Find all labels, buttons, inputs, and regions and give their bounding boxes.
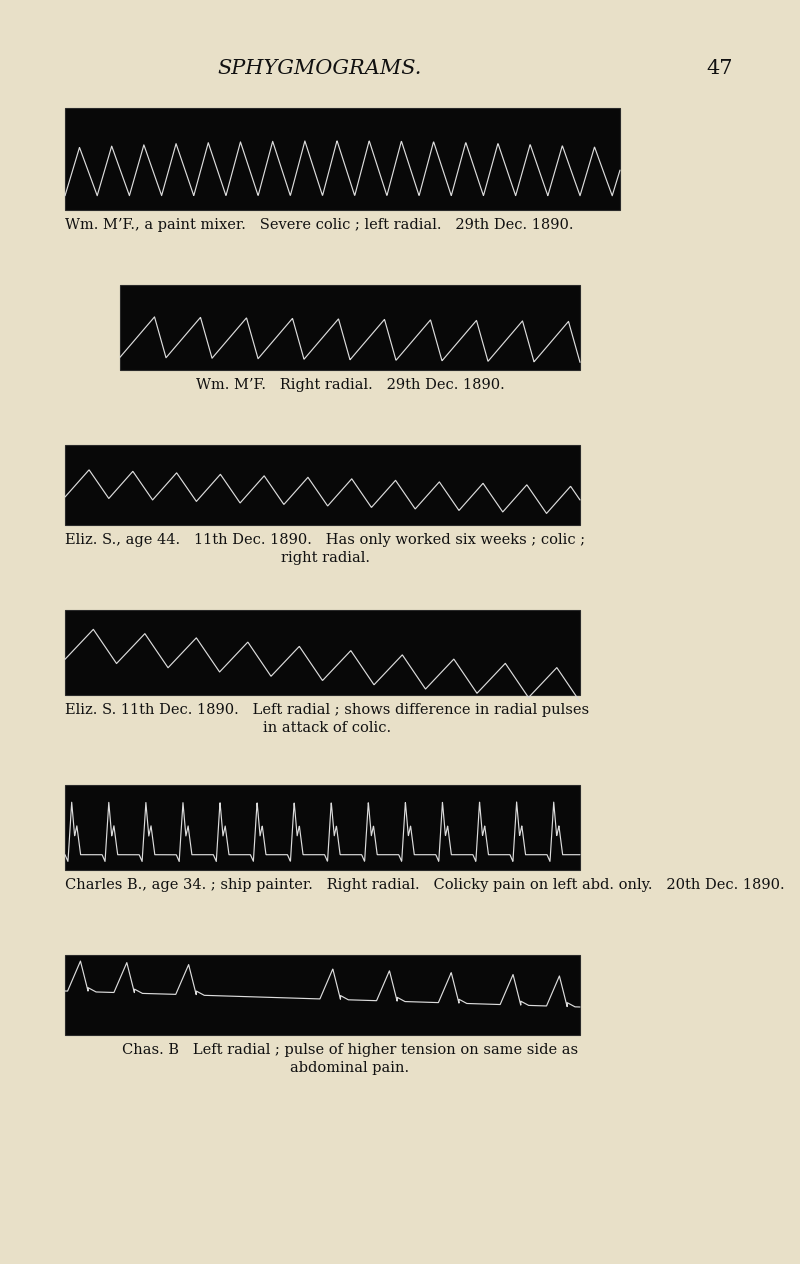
Bar — [65, 611, 580, 695]
Text: Wm. M’F., a paint mixer.   Severe colic ; left radial.   29th Dec. 1890.: Wm. M’F., a paint mixer. Severe colic ; … — [65, 217, 574, 233]
Text: SPHYGMOGRAMS.: SPHYGMOGRAMS. — [218, 58, 422, 77]
Text: Wm. M’F.   Right radial.   29th Dec. 1890.: Wm. M’F. Right radial. 29th Dec. 1890. — [196, 378, 504, 392]
Bar — [65, 956, 580, 1035]
Text: Charles B., age 34. ; ship painter.   Right radial.   Colicky pain on left abd. : Charles B., age 34. ; ship painter. Righ… — [65, 878, 785, 892]
Text: Eliz. S. 11th Dec. 1890.   Left radial ; shows difference in radial pulses
in at: Eliz. S. 11th Dec. 1890. Left radial ; s… — [65, 703, 589, 736]
Bar — [65, 445, 580, 525]
Bar — [65, 107, 620, 210]
Bar — [65, 785, 580, 870]
Text: Chas. B   Left radial ; pulse of higher tension on same side as
abdominal pain.: Chas. B Left radial ; pulse of higher te… — [122, 1043, 578, 1076]
Text: 47: 47 — [706, 58, 734, 77]
Bar — [120, 284, 580, 370]
Text: Eliz. S., age 44.   11th Dec. 1890.   Has only worked six weeks ; colic ;
right : Eliz. S., age 44. 11th Dec. 1890. Has on… — [65, 533, 585, 565]
